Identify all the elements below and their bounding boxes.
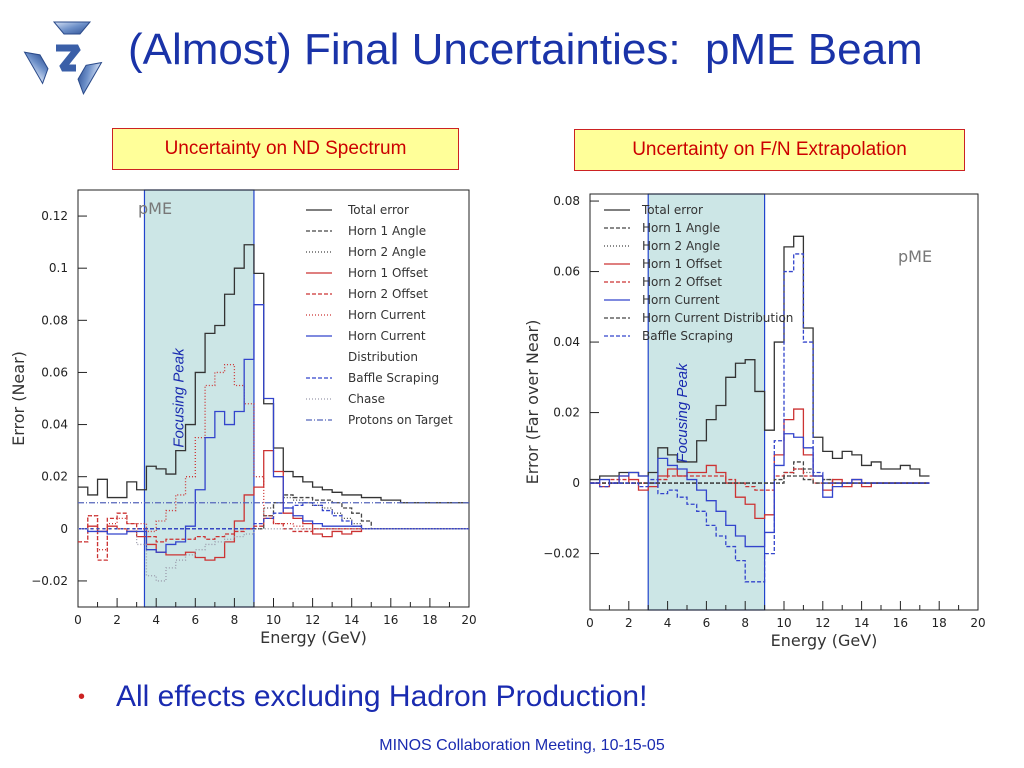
legend-label: Protons on Target xyxy=(348,413,453,427)
y-tick-label: 0.06 xyxy=(41,365,68,379)
bullet-item: • All effects excluding Hadron Productio… xyxy=(78,680,978,714)
legend-label: Chase xyxy=(348,392,385,406)
series-line-total-error xyxy=(78,244,469,504)
x-tick-label: 20 xyxy=(461,613,476,627)
x-axis-label: Energy (GeV) xyxy=(771,631,878,650)
x-tick-label: 4 xyxy=(664,616,672,630)
legend-label: Horn Current Distribution xyxy=(642,311,793,325)
x-tick-label: 18 xyxy=(932,616,947,630)
legend-label: Horn 1 Offset xyxy=(642,257,722,271)
y-tick-label: 0.12 xyxy=(41,209,68,223)
fn-panel-title: Uncertainty on F/N Extrapolation xyxy=(574,129,965,171)
legend-label: Horn 1 Offset xyxy=(348,266,428,280)
x-tick-label: 6 xyxy=(703,616,711,630)
x-tick-label: 0 xyxy=(586,616,594,630)
legend-label: Horn 1 Angle xyxy=(642,221,720,235)
y-axis-label: Error (Near) xyxy=(9,351,28,446)
y-tick-label: 0.02 xyxy=(553,406,580,420)
x-tick-label: 8 xyxy=(231,613,239,627)
beam-label: pME xyxy=(898,247,932,266)
focusing-peak-band xyxy=(143,189,255,608)
series-line-total-error xyxy=(590,235,930,481)
legend-label: Baffle Scraping xyxy=(348,371,439,385)
y-tick-label: 0 xyxy=(572,476,580,490)
slide-footer: MINOS Collaboration Meeting, 10-15-05 xyxy=(379,737,665,754)
focusing-peak-label: Focusing Peak xyxy=(171,347,188,448)
minos-logo-icon xyxy=(23,21,103,95)
nd-panel-title: Uncertainty on ND Spectrum xyxy=(112,128,459,170)
focusing-peak-label: Focusing Peak xyxy=(674,362,691,463)
legend-label: Horn 2 Offset xyxy=(642,275,722,289)
y-tick-label: 0.04 xyxy=(41,418,68,432)
legend-label: Horn 2 Angle xyxy=(642,239,720,253)
x-tick-label: 14 xyxy=(854,616,869,630)
x-tick-label: 10 xyxy=(776,616,791,630)
legend-label-cont: Distribution xyxy=(348,350,418,364)
x-tick-label: 2 xyxy=(113,613,121,627)
legend-label: Horn 2 Offset xyxy=(348,287,428,301)
legend-label: Horn Current xyxy=(348,329,426,343)
legend-label: Total error xyxy=(641,203,703,217)
y-tick-label: 0 xyxy=(60,522,68,536)
y-tick-label: −0.02 xyxy=(31,574,68,588)
y-tick-label: 0.06 xyxy=(553,265,580,279)
x-tick-label: 12 xyxy=(815,616,830,630)
x-tick-label: 2 xyxy=(625,616,633,630)
series-line-baffle-scraping xyxy=(78,502,469,530)
legend-label: Total error xyxy=(347,203,409,217)
bullet-text: All effects excluding Hadron Production! xyxy=(116,680,648,713)
series-line-baffle-scraping xyxy=(590,253,930,583)
legend-label: Horn 1 Angle xyxy=(348,224,426,238)
x-tick-label: 16 xyxy=(893,616,908,630)
x-tick-label: 8 xyxy=(741,616,749,630)
y-tick-label: 0.02 xyxy=(41,470,68,484)
y-tick-label: 0.1 xyxy=(49,261,68,275)
slide-title: (Almost) Final Uncertainties: pME Beam xyxy=(128,25,923,74)
x-tick-label: 4 xyxy=(152,613,160,627)
y-tick-label: 0.04 xyxy=(553,335,580,349)
x-tick-label: 12 xyxy=(305,613,320,627)
series-line-chase xyxy=(78,528,469,582)
x-axis-label: Energy (GeV) xyxy=(260,628,367,647)
y-tick-label: 0.08 xyxy=(41,313,68,327)
x-tick-label: 18 xyxy=(422,613,437,627)
bullet-icon: • xyxy=(78,685,86,708)
x-tick-label: 10 xyxy=(266,613,281,627)
legend-label: Horn Current xyxy=(642,293,720,307)
y-tick-label: −0.02 xyxy=(543,547,580,561)
x-tick-label: 6 xyxy=(191,613,199,627)
x-tick-label: 0 xyxy=(74,613,82,627)
series-line-horn-1-offset xyxy=(78,449,469,561)
legend-label: Horn 2 Angle xyxy=(348,245,426,259)
legend-label: Horn Current xyxy=(348,308,426,322)
x-tick-label: 20 xyxy=(970,616,985,630)
y-tick-label: 0.08 xyxy=(553,194,580,208)
y-axis-label: Error (Far over Near) xyxy=(523,320,542,485)
series-line-horn-current-distribution xyxy=(78,304,469,553)
x-tick-label: 16 xyxy=(383,613,398,627)
x-tick-label: 14 xyxy=(344,613,359,627)
nd-spectrum-chart: 0 2 4 6 8 10 12 14 16 18 20 −0.02 0 0.02 0.04 0.06 0.08 0… xyxy=(9,189,477,647)
fn-extrapolation-chart: 0 2 4 6 8 10 12 14 16 18 20 −0.02 0 0.02 0.04 0.06 0.08 E… xyxy=(523,193,986,650)
legend-label: Baffle Scraping xyxy=(642,329,733,343)
beam-label: pME xyxy=(138,199,172,218)
